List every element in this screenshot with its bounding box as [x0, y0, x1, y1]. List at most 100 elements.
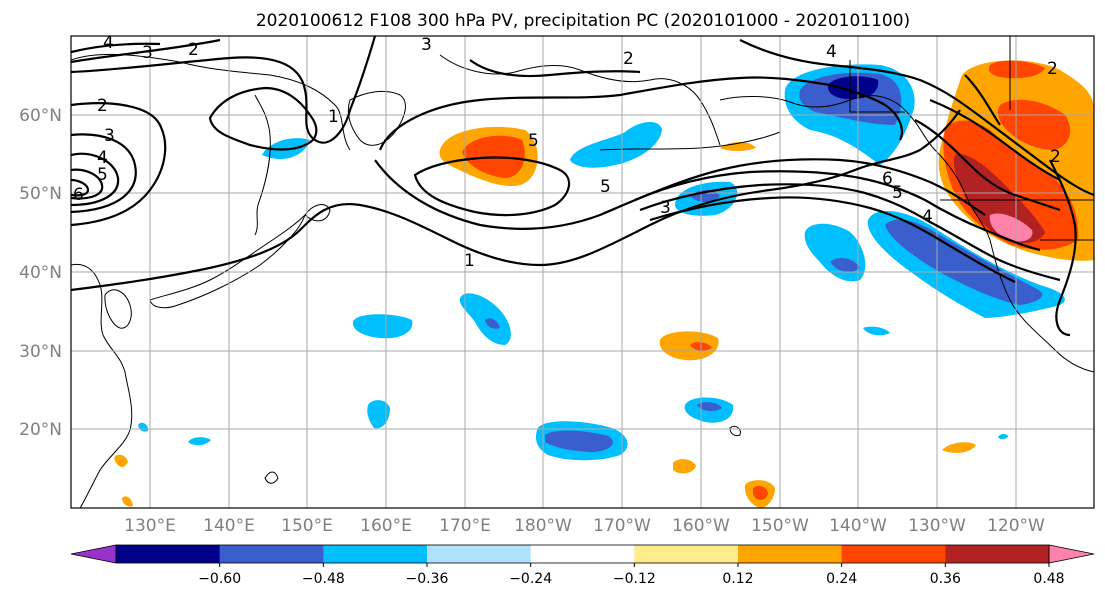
precip-positive-area: [122, 496, 133, 507]
japan-hokkaido: [304, 204, 331, 222]
colorbar-tick-labels: −0.60 −0.48 −0.36 −0.24 −0.12 0.12 0.24 0.36 0.4…: [198, 563, 1065, 587]
contour-label: 5: [600, 177, 611, 197]
colorbar-tick-label: 0.12: [722, 571, 753, 587]
lon-label: 170°W: [593, 516, 651, 536]
alaska-yukon-border: [849, 60, 905, 113]
pv-contour-5-north: [914, 119, 1061, 212]
map-frame: [70, 35, 1095, 509]
colorbar-tick-label: −0.12: [613, 571, 656, 587]
contour-label: 2: [188, 40, 199, 60]
pv-contour-line: [71, 178, 90, 197]
graticule: [71, 36, 1094, 508]
precip-positive-area: [114, 454, 128, 467]
contour-label: 3: [142, 43, 153, 63]
lon-label: 160°E: [360, 516, 412, 536]
pv-contour-6-north: [929, 98, 1061, 181]
contour-label: 1: [464, 251, 475, 271]
pv-contour-labels: 4 3 2 2 3 4 5 6 3 2 5 5 3 1 2 4 6 5 4 2 …: [73, 33, 1061, 271]
precip-negative-area: [188, 437, 211, 446]
pv-contour-line: [71, 102, 167, 227]
lon-label: 150°E: [281, 516, 333, 536]
precip-positive-area: [942, 442, 976, 453]
aleutian-chain: [599, 131, 781, 151]
figure-title: 2020100612 F108 300 hPa PV, precipitatio…: [256, 11, 910, 31]
precip-positive-core: [988, 60, 1045, 79]
precip-positive-core: [753, 486, 768, 500]
precip-positive-area: [673, 459, 696, 474]
colorbar-tick-label: 0.48: [1033, 571, 1064, 587]
lon-label: 160°W: [672, 516, 730, 536]
colorbar-segment: [219, 545, 324, 563]
contour-label: 3: [421, 35, 432, 55]
lon-label: 120°W: [987, 516, 1045, 536]
lon-label: 130°E: [124, 516, 176, 536]
colorbar-tick-label: −0.60: [198, 571, 241, 587]
contour-label: 3: [660, 198, 671, 218]
pv-contour-line: [71, 152, 120, 207]
pv-contour-4: [634, 170, 1041, 252]
lon-label: 130°W: [908, 516, 966, 536]
contour-label: 1: [328, 107, 339, 127]
contour-label: 2: [97, 96, 108, 116]
hawaii-islands: [729, 425, 741, 437]
small-islands: [264, 471, 279, 484]
contour-label: 4: [103, 33, 114, 53]
contour-label: 5: [892, 183, 903, 203]
pv-contour-line: [71, 133, 137, 214]
lon-label: 170°E: [439, 516, 491, 536]
colorbar-extend-low: [70, 544, 117, 564]
precip-negative-area: [459, 293, 511, 345]
precip-negative-core: [830, 258, 860, 273]
pv-contour-line: [71, 168, 104, 200]
pv-contour-2-north: [964, 74, 1001, 126]
contour-label: 4: [826, 42, 837, 62]
precip-negative-area: [367, 400, 390, 429]
pv-contour-1-closed: [208, 86, 318, 151]
precip-negative-core: [827, 76, 879, 100]
okhotsk-north-coast: [71, 53, 351, 151]
colorbar-tick-label: −0.24: [509, 571, 552, 587]
colorbar-segment: [116, 545, 221, 563]
contour-label: 4: [922, 207, 933, 227]
precip-positive-strong: [953, 154, 1045, 244]
contour-label: 6: [882, 169, 893, 189]
pv-contour-1: [71, 109, 961, 292]
precip-negative-area: [570, 121, 662, 168]
colorbar-tick-label: 0.36: [930, 571, 961, 587]
pv-contour-5: [639, 183, 1061, 282]
colorbar-tick-label: 0.24: [826, 571, 857, 587]
colorbar-frame: [115, 544, 1050, 564]
lon-label: 140°W: [829, 516, 887, 536]
pv-contour-1-east: [1049, 159, 1077, 337]
colorbar: [70, 544, 1095, 564]
contour-label: 2: [623, 49, 634, 69]
lat-label: 30°N: [19, 342, 62, 362]
precip-negative-area: [863, 326, 890, 336]
colorbar-segment: [738, 545, 843, 563]
latitude-labels: 60°N 50°N 40°N 30°N 20°N: [19, 106, 62, 440]
lon-label: 150°W: [751, 516, 809, 536]
lat-label: 20°N: [19, 420, 62, 440]
contour-label: 5: [528, 131, 539, 151]
contour-label: 3: [104, 126, 115, 146]
pv-contour-2: [469, 59, 641, 78]
contour-label: 2: [1050, 147, 1061, 167]
pv-contour-line: [71, 36, 377, 144]
pv-contour-4-north: [739, 39, 1094, 197]
korea-peninsula: [104, 289, 132, 329]
lat-label: 40°N: [19, 263, 62, 283]
precip-negative-core: [545, 430, 613, 452]
pv-contour-line: [71, 38, 221, 64]
precip-negative-area: [998, 434, 1008, 440]
pv-contour-2: [378, 76, 903, 151]
north-america-west-coast: [719, 95, 1094, 373]
precip-negative-core: [485, 318, 500, 329]
pv-contours: [71, 36, 1094, 337]
precip-positive-area: [659, 331, 719, 361]
lon-label: 140°E: [203, 516, 255, 536]
colorbar-extend-high: [1048, 544, 1095, 564]
contour-label: 5: [97, 165, 108, 185]
pv-contour-6: [649, 196, 1016, 283]
precip-positive-area: [720, 142, 756, 151]
